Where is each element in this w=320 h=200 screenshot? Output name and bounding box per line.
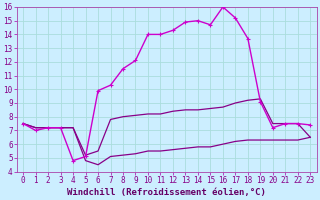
X-axis label: Windchill (Refroidissement éolien,°C): Windchill (Refroidissement éolien,°C) (67, 188, 266, 197)
